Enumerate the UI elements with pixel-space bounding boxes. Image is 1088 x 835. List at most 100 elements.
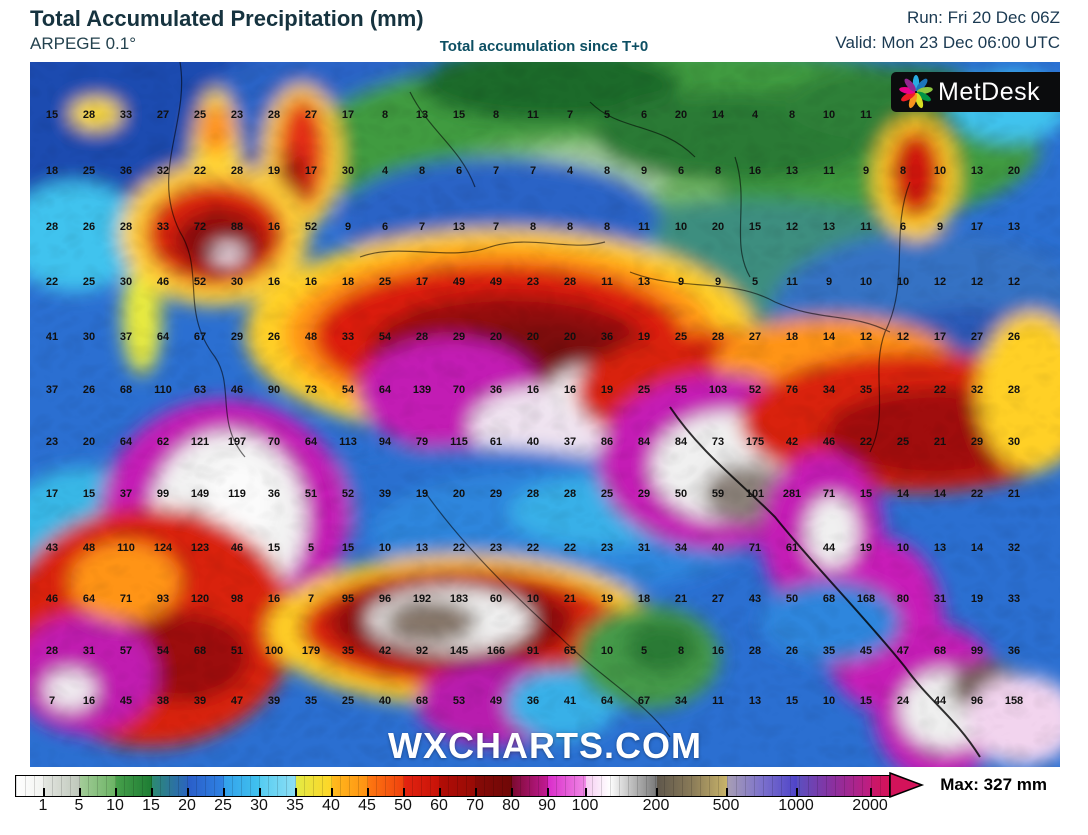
grid-value: 64	[82, 593, 96, 605]
grid-value: 13	[970, 165, 984, 177]
grid-value: 36	[526, 695, 540, 707]
grid-value: 27	[156, 109, 170, 121]
grid-value: 110	[154, 384, 172, 396]
grid-value: 25	[637, 384, 651, 396]
grid-value: 22	[933, 384, 947, 396]
wxcharts-watermark: WXCHARTS.COM	[388, 725, 702, 766]
grid-value: 26	[1007, 331, 1021, 343]
legend-tick-label: 20	[178, 797, 196, 814]
grid-value: 29	[230, 331, 244, 343]
grid-value: 7	[566, 109, 574, 121]
grid-value: 6	[640, 109, 648, 121]
grid-value: 14	[711, 109, 725, 121]
grid-value: 48	[82, 542, 96, 554]
grid-value: 86	[600, 436, 614, 448]
grid-value: 14	[970, 542, 984, 554]
grid-value: 33	[341, 331, 355, 343]
grid-value: 22	[859, 436, 873, 448]
grid-value: 15	[859, 488, 873, 500]
grid-value: 67	[637, 695, 651, 707]
grid-value: 46	[822, 436, 836, 448]
grid-value: 26	[82, 384, 96, 396]
legend-tick	[151, 788, 153, 796]
grid-value: 59	[711, 488, 725, 500]
grid-value: 16	[267, 593, 281, 605]
grid-value: 28	[748, 645, 762, 657]
grid-value: 9	[714, 276, 722, 288]
grid-value: 24	[896, 695, 910, 707]
grid-value: 33	[1007, 593, 1021, 605]
grid-value: 35	[822, 645, 836, 657]
grid-value: 20	[1007, 165, 1021, 177]
legend-tick	[656, 788, 658, 796]
grid-value: 9	[825, 276, 833, 288]
grid-value: 44	[933, 695, 947, 707]
run-valid-block: Run: Fri 20 Dec 06Z Valid: Mon 23 Dec 06…	[835, 5, 1060, 55]
grid-value: 4	[566, 165, 574, 177]
grid-value: 16	[267, 221, 281, 233]
grid-value: 61	[489, 436, 503, 448]
grid-value: 16	[304, 276, 318, 288]
grid-value: 23	[489, 542, 503, 554]
grid-value: 7	[529, 165, 537, 177]
legend-tick	[439, 788, 441, 796]
grid-value: 43	[45, 542, 59, 554]
grid-value: 281	[782, 488, 802, 500]
grid-value: 123	[190, 542, 210, 554]
legend-segment	[152, 776, 188, 796]
grid-value: 8	[788, 109, 796, 121]
grid-value: 139	[412, 384, 432, 396]
grid-value: 32	[970, 384, 984, 396]
grid-value: 17	[45, 488, 59, 500]
grid-value: 41	[45, 331, 59, 343]
grid-value: 12	[785, 221, 799, 233]
grid-value: 37	[45, 384, 59, 396]
grid-value: 12	[859, 331, 873, 343]
grid-value: 10	[822, 109, 836, 121]
grid-value: 27	[711, 593, 725, 605]
grid-value: 18	[637, 593, 651, 605]
grid-value: 54	[341, 384, 355, 396]
grid-value: 7	[48, 695, 56, 707]
legend-segment	[116, 776, 152, 796]
grid-value: 15	[785, 695, 799, 707]
grid-value: 16	[82, 695, 96, 707]
grid-value: 26	[267, 331, 281, 343]
grid-value: 20	[711, 221, 725, 233]
grid-value: 22	[896, 384, 910, 396]
legend-tick	[223, 788, 225, 796]
grid-value: 20	[82, 436, 96, 448]
accumulation-subtitle: Total accumulation since T+0	[439, 38, 649, 55]
grid-value: 95	[341, 593, 355, 605]
grid-value: 25	[600, 488, 614, 500]
grid-value: 68	[415, 695, 429, 707]
grid-value: 14	[822, 331, 836, 343]
grid-value: 73	[711, 436, 725, 448]
grid-value: 19	[637, 331, 651, 343]
grid-value: 46	[156, 276, 170, 288]
grid-value: 17	[304, 165, 318, 177]
grid-value: 34	[822, 384, 836, 396]
legend-tick-label: 100	[571, 797, 599, 814]
grid-value: 16	[748, 165, 762, 177]
grid-value: 10	[859, 276, 873, 288]
grid-value: 22	[970, 488, 984, 500]
legend-segment	[332, 776, 368, 796]
grid-value: 26	[785, 645, 799, 657]
legend-segment	[512, 776, 548, 796]
grid-value: 46	[45, 593, 59, 605]
grid-value: 20	[489, 331, 503, 343]
grid-value: 96	[378, 593, 392, 605]
grid-value: 18	[341, 276, 355, 288]
legend-tick	[187, 788, 189, 796]
legend-tick-label: 500	[712, 797, 740, 814]
grid-value: 28	[526, 488, 540, 500]
grid-value: 17	[970, 221, 984, 233]
grid-value: 13	[933, 542, 947, 554]
grid-value: 37	[563, 436, 577, 448]
value-grid: 15 28 33 27 25 23 28 27 17 8 13 15 8 11 7 5 6 20 14 4 8 10 11 1…	[30, 62, 1060, 767]
grid-value: 28	[267, 109, 281, 121]
grid-value: 49	[489, 276, 503, 288]
grid-value: 52	[193, 276, 207, 288]
grid-value: 34	[674, 542, 688, 554]
